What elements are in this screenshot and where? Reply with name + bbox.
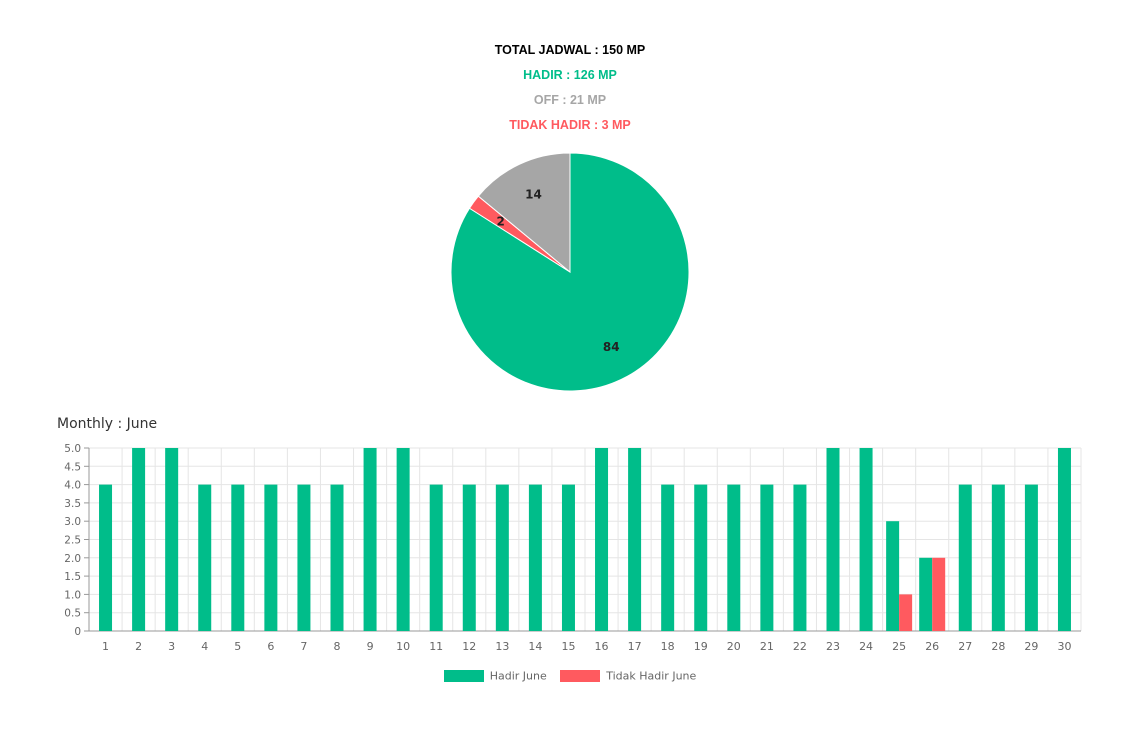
y-tick-label: 2.5: [64, 535, 81, 547]
y-tick-label: 5.0: [64, 443, 81, 455]
x-tick-label: 11: [429, 640, 443, 653]
x-tick-label: 15: [561, 640, 575, 653]
bar-hadir-16[interactable]: [595, 448, 609, 631]
bar-hadir-25[interactable]: [886, 521, 900, 631]
x-tick-label: 4: [201, 640, 208, 653]
y-tick-label: 1.5: [64, 571, 81, 583]
x-tick-label: 1: [102, 640, 109, 653]
bar-hadir-28[interactable]: [991, 484, 1005, 631]
bar-tidak-hadir-25[interactable]: [899, 594, 913, 631]
legend-swatch-hadir: [443, 670, 484, 683]
x-tick-label: 2: [135, 640, 142, 653]
bar-hadir-13[interactable]: [495, 484, 509, 631]
x-tick-label: 28: [991, 640, 1005, 653]
y-tick-label: 0.5: [64, 608, 81, 620]
bar-hadir-24[interactable]: [859, 448, 873, 631]
x-tick-label: 21: [760, 640, 774, 653]
x-tick-label: 24: [859, 640, 873, 653]
x-tick-label: 18: [661, 640, 675, 653]
attendance-summary: TOTAL JADWAL : 150 MP HADIR : 126 MP OFF…: [0, 42, 1140, 142]
legend-item-tidak-hadir[interactable]: Tidak Hadir June: [560, 669, 696, 683]
summary-tidak-hadir: TIDAK HADIR : 3 MP: [509, 118, 631, 132]
x-tick-label: 13: [495, 640, 509, 653]
pie-label-hadir: 84: [603, 340, 620, 354]
bar-hadir-15[interactable]: [561, 484, 575, 631]
x-tick-label: 7: [300, 640, 307, 653]
x-tick-label: 26: [925, 640, 939, 653]
y-tick-label: 1.0: [64, 589, 81, 601]
bar-hadir-27[interactable]: [958, 484, 972, 631]
x-tick-label: 12: [462, 640, 476, 653]
pie-label-off: 14: [525, 187, 542, 201]
x-tick-label: 3: [168, 640, 175, 653]
bar-hadir-2[interactable]: [132, 448, 146, 631]
y-tick-label: 3.0: [64, 516, 81, 528]
x-tick-label: 29: [1024, 640, 1038, 653]
bar-hadir-29[interactable]: [1024, 484, 1038, 631]
legend-label-hadir: Hadir June: [489, 669, 547, 683]
bar-tidak-hadir-26[interactable]: [932, 557, 946, 631]
x-tick-label: 14: [528, 640, 542, 653]
y-tick-label: 0: [74, 626, 81, 638]
x-tick-label: 19: [694, 640, 708, 653]
attendance-pie-chart: 84 2 14: [450, 152, 690, 392]
x-tick-label: 8: [334, 640, 341, 653]
x-tick-label: 27: [958, 640, 972, 653]
x-tick-label: 22: [793, 640, 807, 653]
monthly-title: Monthly : June: [57, 416, 158, 432]
bar-hadir-3[interactable]: [165, 448, 179, 631]
bar-legend: Hadir June Tidak Hadir June: [0, 669, 1140, 683]
bar-hadir-12[interactable]: [462, 484, 476, 631]
x-tick-label: 23: [826, 640, 840, 653]
y-tick-label: 3.5: [64, 498, 81, 510]
bar-hadir-9[interactable]: [363, 448, 377, 631]
bar-hadir-30[interactable]: [1057, 448, 1071, 631]
x-tick-label: 6: [267, 640, 274, 653]
y-tick-label: 4.0: [64, 480, 81, 492]
x-tick-label: 5: [234, 640, 241, 653]
bar-hadir-4[interactable]: [198, 484, 212, 631]
x-tick-label: 25: [892, 640, 906, 653]
bar-hadir-23[interactable]: [826, 448, 840, 631]
summary-hadir: HADIR : 126 MP: [523, 68, 617, 82]
x-tick-label: 17: [628, 640, 642, 653]
bar-hadir-18[interactable]: [661, 484, 675, 631]
summary-total: TOTAL JADWAL : 150 MP: [494, 43, 646, 57]
bar-hadir-6[interactable]: [264, 484, 278, 631]
x-tick-label: 30: [1057, 640, 1071, 653]
bar-hadir-26[interactable]: [919, 557, 933, 631]
bar-hadir-7[interactable]: [297, 484, 311, 631]
x-tick-label: 9: [367, 640, 374, 653]
bar-hadir-19[interactable]: [694, 484, 708, 631]
pie-label-tidak-hadir: 2: [497, 215, 505, 229]
bar-hadir-21[interactable]: [760, 484, 774, 631]
bar-hadir-1[interactable]: [99, 484, 113, 631]
y-tick-label: 4.5: [64, 461, 81, 473]
bar-hadir-17[interactable]: [628, 448, 642, 631]
bar-hadir-22[interactable]: [793, 484, 807, 631]
x-tick-label: 10: [396, 640, 410, 653]
bar-hadir-10[interactable]: [396, 448, 410, 631]
bar-hadir-5[interactable]: [231, 484, 245, 631]
pie-slice-off[interactable]: [477, 152, 571, 274]
bar-hadir-8[interactable]: [330, 484, 344, 631]
bar-hadir-11[interactable]: [429, 484, 443, 631]
bar-hadir-20[interactable]: [727, 484, 741, 631]
x-tick-label: 20: [727, 640, 741, 653]
y-tick-label: 2.0: [64, 553, 81, 565]
legend-swatch-tidak-hadir: [560, 670, 601, 683]
legend-item-hadir[interactable]: Hadir June: [443, 669, 547, 683]
legend-label-tidak-hadir: Tidak Hadir June: [606, 669, 697, 683]
x-tick-label: 16: [595, 640, 609, 653]
summary-off: OFF : 21 MP: [533, 93, 607, 107]
bar-hadir-14[interactable]: [528, 484, 542, 631]
